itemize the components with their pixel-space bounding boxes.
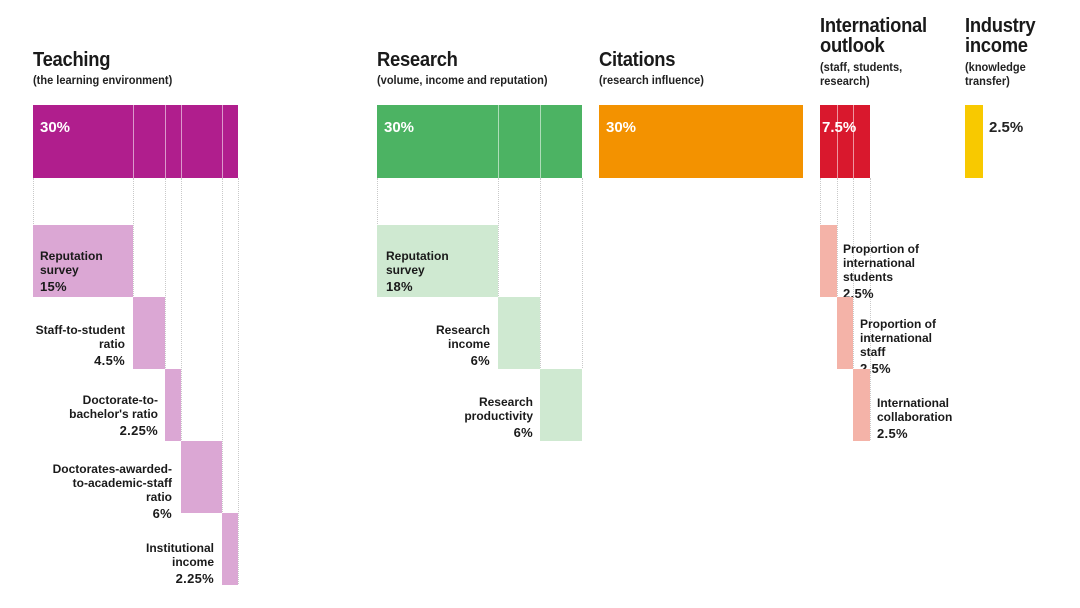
international-weight-bar: 7.5% bbox=[820, 105, 870, 178]
guide-line bbox=[820, 178, 821, 226]
teaching-component-doctorate-bachelor: Doctorate-to- bachelor's ratio 2.25% bbox=[69, 393, 158, 438]
guide-line bbox=[181, 178, 182, 440]
industry-title: Industry income bbox=[965, 15, 1036, 57]
international-component-students: Proportion of international students 2.5% bbox=[843, 242, 919, 301]
teaching-component-bar bbox=[181, 441, 222, 513]
industry-weight-bar bbox=[965, 105, 983, 178]
teaching-component-staff-ratio: Staff-to-student ratio 4.5% bbox=[35, 323, 125, 368]
guide-line bbox=[853, 178, 854, 368]
international-title: International outlook bbox=[820, 15, 927, 57]
guide-line bbox=[238, 178, 239, 584]
teaching-subtitle: (the learning environment) bbox=[33, 73, 173, 87]
teaching-component-bar bbox=[165, 369, 181, 441]
teaching-weight-bar: 30% bbox=[33, 105, 238, 178]
teaching-component-bar bbox=[133, 297, 165, 369]
research-component-bar bbox=[498, 297, 540, 369]
guide-line bbox=[540, 178, 541, 368]
teaching-component-reputation: Reputation survey 15% bbox=[40, 249, 103, 294]
citations-weight-bar: 30% bbox=[599, 105, 803, 178]
citations-weight-label: 30% bbox=[606, 119, 637, 136]
research-component-bar: Reputation survey 18% bbox=[377, 225, 498, 297]
guide-line bbox=[222, 178, 223, 512]
international-component-collaboration: International collaboration 2.5% bbox=[877, 396, 953, 441]
research-component-bar bbox=[540, 369, 582, 441]
citations-subtitle: (research influence) bbox=[599, 73, 704, 87]
international-component-bar bbox=[853, 369, 870, 441]
guide-line bbox=[870, 178, 871, 440]
international-component-staff: Proportion of international staff 2.5% bbox=[860, 317, 936, 376]
research-weight-bar: 30% bbox=[377, 105, 582, 178]
research-subtitle: (volume, income and reputation) bbox=[377, 73, 548, 87]
citations-title: Citations bbox=[599, 49, 676, 71]
guide-line bbox=[582, 178, 583, 368]
guide-line bbox=[133, 178, 134, 296]
teaching-title: Teaching bbox=[33, 49, 111, 71]
guide-line bbox=[165, 178, 166, 368]
teaching-component-institutional-income: Institutional income 2.25% bbox=[146, 541, 214, 586]
industry-subtitle: (knowledge transfer) bbox=[965, 60, 1026, 88]
research-component-reputation: Reputation survey 18% bbox=[386, 249, 449, 294]
research-weight-label: 30% bbox=[384, 119, 415, 136]
research-component-productivity: Research productivity 6% bbox=[464, 395, 533, 440]
research-title: Research bbox=[377, 49, 458, 71]
industry-weight-label: 2.5% bbox=[989, 119, 1024, 136]
guide-line bbox=[498, 178, 499, 296]
teaching-component-doctorates-awarded: Doctorates-awarded- to-academic-staff ra… bbox=[52, 462, 172, 521]
guide-line bbox=[377, 178, 378, 226]
teaching-component-bar bbox=[222, 513, 238, 585]
international-component-bar bbox=[837, 297, 853, 369]
international-weight-label: 7.5% bbox=[822, 119, 857, 136]
international-subtitle: (staff, students, research) bbox=[820, 60, 903, 88]
teaching-weight-label: 30% bbox=[40, 119, 71, 136]
guide-line bbox=[33, 178, 34, 226]
research-component-income: Research income 6% bbox=[435, 323, 490, 368]
teaching-component-bar: Reputation survey 15% bbox=[33, 225, 133, 297]
international-component-bar bbox=[820, 225, 837, 297]
guide-line bbox=[837, 178, 838, 296]
